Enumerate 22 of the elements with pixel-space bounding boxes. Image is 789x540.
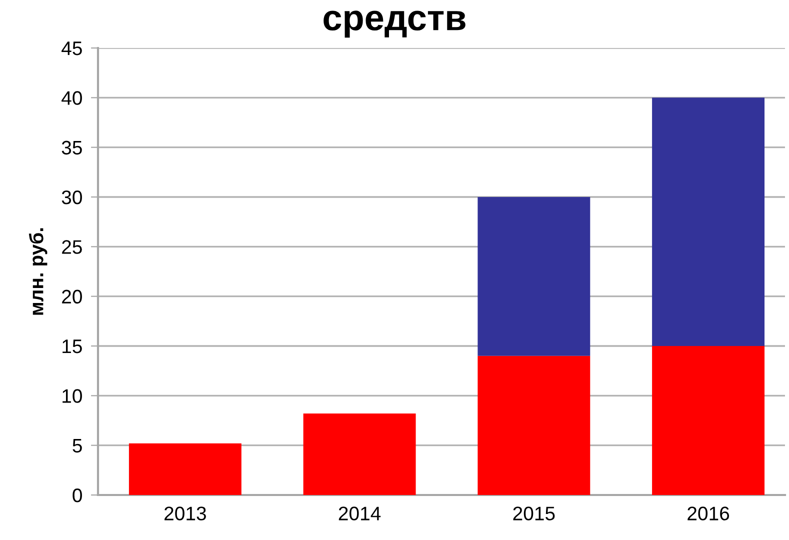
y-tick-label: 15 xyxy=(62,340,82,354)
y-tick-label: 40 xyxy=(62,91,82,105)
y-tick-label: 45 xyxy=(62,42,82,56)
bar xyxy=(128,443,242,495)
bar xyxy=(478,197,590,356)
y-tick-label: 25 xyxy=(62,240,82,254)
bar xyxy=(478,356,590,495)
bar xyxy=(303,414,416,495)
chart-title: средств xyxy=(324,10,466,38)
x-tick-label: 2015 xyxy=(513,506,555,520)
x-tick-label: 2013 xyxy=(164,506,206,520)
y-tick-label: 20 xyxy=(62,290,82,304)
bar xyxy=(652,346,765,495)
y-tick-label: 0 xyxy=(72,488,82,502)
bar xyxy=(652,98,765,346)
y-tick-label: 5 xyxy=(72,439,82,453)
y-tick-label: 30 xyxy=(62,190,82,204)
y-axis-title: млн. руб. xyxy=(28,228,48,315)
x-tick-label: 2016 xyxy=(688,506,730,520)
y-tick-label: 35 xyxy=(62,140,82,155)
x-tick-label: 2014 xyxy=(338,506,381,520)
y-tick-label: 10 xyxy=(62,389,82,403)
